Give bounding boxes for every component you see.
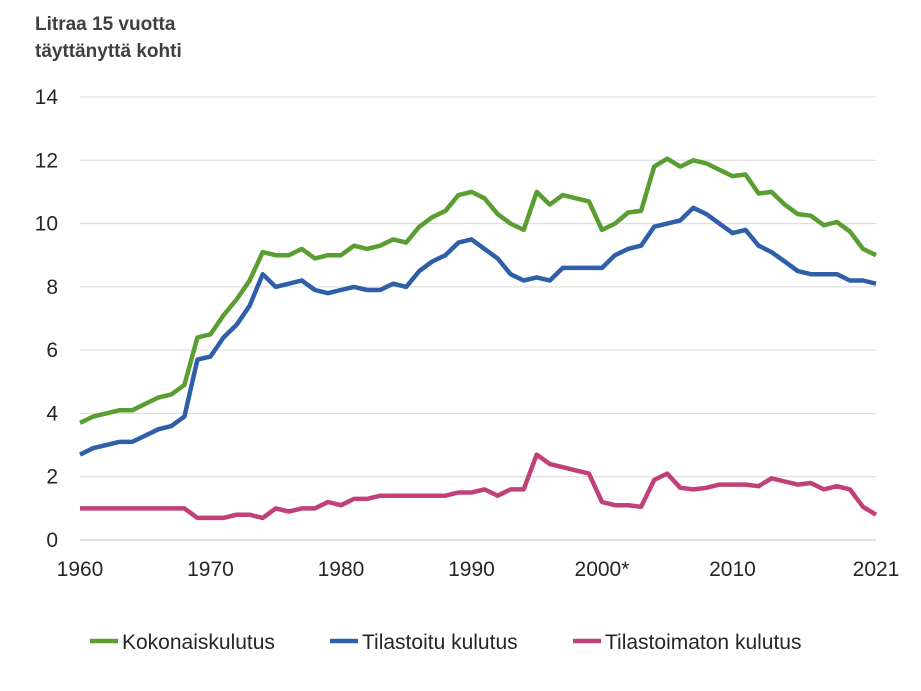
x-tick-label: 1970 <box>187 558 234 581</box>
legend-label: Kokonaiskulutus <box>122 631 275 654</box>
y-tick-labels: 0 2 4 6 8 10 12 14 <box>35 86 59 552</box>
legend-label: Tilastoitu kulutus <box>362 631 518 654</box>
y-tick-label: 6 <box>46 339 58 362</box>
y-tick-label: 2 <box>46 466 58 489</box>
y-tick-label: 14 <box>35 86 59 109</box>
y-axis-label-line2: täyttänyttä kohti <box>35 41 182 62</box>
series-line-kokonaiskulutus <box>79 156 877 425</box>
x-tick-label: 1960 <box>57 558 104 581</box>
y-tick-label: 4 <box>46 402 58 425</box>
x-tick-label: 2010 <box>709 558 756 581</box>
gridlines <box>80 96 876 541</box>
y-tick-label: 8 <box>46 276 58 299</box>
x-tick-label: 2000* <box>575 558 630 581</box>
x-tick-label: 1980 <box>318 558 365 581</box>
legend: Kokonaiskulutus Tilastoitu kulutus Tilasto… <box>90 631 801 654</box>
legend-label: Tilastoimaton kulutus <box>605 631 801 654</box>
x-tick-label: 1990 <box>448 558 495 581</box>
series-line-tilastoimaton-kulutus <box>80 452 878 521</box>
x-tick-labels: 1960 1970 1980 1990 2000* 2010 2021 <box>57 558 900 581</box>
y-tick-label: 0 <box>46 529 58 552</box>
y-tick-label: 10 <box>35 213 58 236</box>
series-line-tilastoitu-kulutus <box>79 205 877 457</box>
y-axis-label-line1: Litraa 15 vuotta <box>35 14 176 35</box>
y-tick-label: 12 <box>35 149 58 172</box>
series-lines <box>79 156 878 521</box>
x-tick-label: 2021 <box>853 558 900 581</box>
